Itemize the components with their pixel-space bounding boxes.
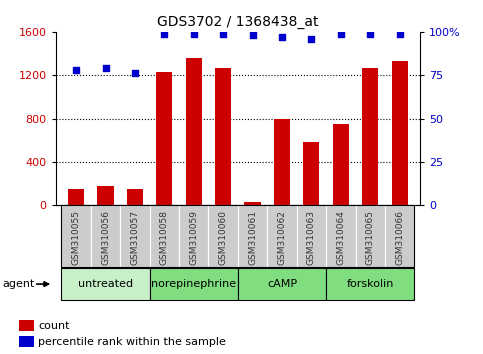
Point — [72, 67, 80, 73]
Bar — [326, 205, 355, 267]
Bar — [179, 205, 209, 267]
Bar — [333, 124, 349, 205]
Text: GSM310066: GSM310066 — [395, 210, 404, 265]
Text: GSM310056: GSM310056 — [101, 210, 110, 265]
Text: cAMP: cAMP — [267, 279, 297, 289]
Point — [190, 31, 198, 36]
Bar — [244, 202, 261, 205]
Point — [396, 31, 403, 36]
Text: GSM310065: GSM310065 — [366, 210, 375, 265]
Title: GDS3702 / 1368438_at: GDS3702 / 1368438_at — [157, 16, 319, 29]
Bar — [209, 205, 238, 267]
Bar — [127, 189, 143, 205]
Bar — [68, 189, 84, 205]
Bar — [238, 268, 326, 300]
Bar — [385, 205, 414, 267]
Bar — [362, 68, 378, 205]
Bar — [98, 186, 114, 205]
Text: GSM310060: GSM310060 — [219, 210, 227, 265]
Text: GSM310064: GSM310064 — [336, 210, 345, 265]
Text: GSM310057: GSM310057 — [130, 210, 140, 265]
Point — [102, 65, 110, 71]
Bar — [303, 142, 319, 205]
Text: norepinephrine: norepinephrine — [151, 279, 236, 289]
Text: agent: agent — [2, 279, 35, 289]
Bar — [120, 205, 150, 267]
Bar — [91, 205, 120, 267]
Text: GSM310058: GSM310058 — [160, 210, 169, 265]
Bar — [150, 205, 179, 267]
Bar — [274, 119, 290, 205]
Text: GSM310055: GSM310055 — [71, 210, 81, 265]
Point — [278, 34, 286, 40]
Bar — [326, 268, 414, 300]
Bar — [392, 61, 408, 205]
Text: percentile rank within the sample: percentile rank within the sample — [39, 337, 226, 347]
Bar — [61, 205, 91, 267]
Text: GSM310063: GSM310063 — [307, 210, 316, 265]
Bar — [267, 205, 297, 267]
Bar — [355, 205, 385, 267]
Text: GSM310059: GSM310059 — [189, 210, 198, 265]
Point — [337, 31, 345, 36]
Point — [219, 31, 227, 36]
Text: GSM310062: GSM310062 — [278, 210, 286, 265]
Text: untreated: untreated — [78, 279, 133, 289]
Bar — [238, 205, 267, 267]
Bar — [215, 68, 231, 205]
Bar — [61, 268, 150, 300]
Text: count: count — [39, 321, 70, 331]
Text: GSM310061: GSM310061 — [248, 210, 257, 265]
Point — [249, 33, 256, 38]
Bar — [19, 320, 34, 331]
Text: forskolin: forskolin — [346, 279, 394, 289]
Point — [160, 31, 168, 36]
Bar — [185, 58, 202, 205]
Bar — [156, 72, 172, 205]
Point — [131, 71, 139, 76]
Bar — [150, 268, 238, 300]
Bar — [297, 205, 326, 267]
Point — [366, 31, 374, 36]
Bar — [19, 336, 34, 347]
Point — [308, 36, 315, 42]
